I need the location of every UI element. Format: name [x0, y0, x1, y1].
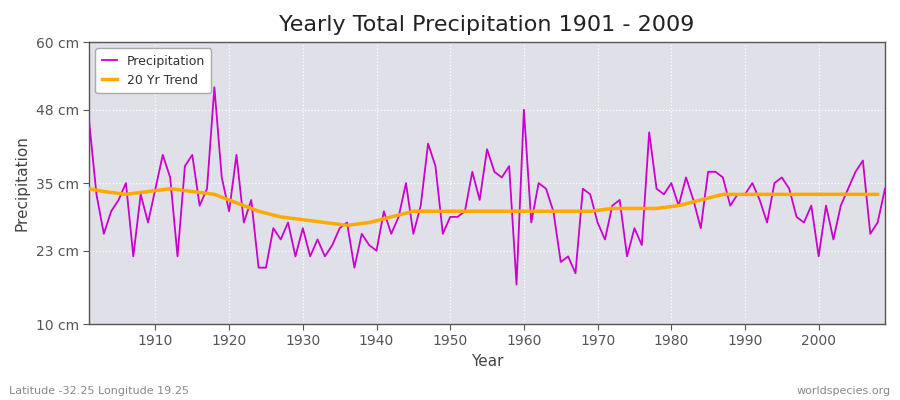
20 Yr Trend: [253, 209, 264, 214]
20 Yr Trend: [474, 209, 485, 214]
Precipitation: [312, 237, 323, 242]
20 Yr Trend: [452, 209, 463, 214]
Precipitation: [143, 220, 154, 225]
Y-axis label: Precipitation: Precipitation: [15, 135, 30, 231]
20 Yr Trend: [187, 189, 198, 194]
20 Yr Trend: [761, 192, 772, 197]
20 Yr Trend: [231, 200, 242, 205]
Text: worldspecies.org: worldspecies.org: [796, 386, 891, 396]
Precipitation: [622, 254, 633, 259]
20 Yr Trend: [342, 223, 353, 228]
20 Yr Trend: [364, 220, 374, 225]
20 Yr Trend: [98, 189, 109, 194]
X-axis label: Year: Year: [471, 354, 503, 369]
Line: Precipitation: Precipitation: [89, 87, 885, 284]
20 Yr Trend: [673, 203, 684, 208]
Precipitation: [209, 85, 220, 90]
20 Yr Trend: [784, 192, 795, 197]
20 Yr Trend: [297, 217, 308, 222]
20 Yr Trend: [84, 186, 94, 191]
20 Yr Trend: [828, 192, 839, 197]
20 Yr Trend: [806, 192, 816, 197]
20 Yr Trend: [740, 192, 751, 197]
20 Yr Trend: [121, 192, 131, 197]
20 Yr Trend: [651, 206, 661, 211]
20 Yr Trend: [562, 209, 573, 214]
Precipitation: [511, 282, 522, 287]
20 Yr Trend: [629, 206, 640, 211]
20 Yr Trend: [430, 209, 441, 214]
20 Yr Trend: [275, 214, 286, 219]
20 Yr Trend: [717, 192, 728, 197]
Legend: Precipitation, 20 Yr Trend: Precipitation, 20 Yr Trend: [95, 48, 212, 93]
20 Yr Trend: [607, 206, 617, 211]
Title: Yearly Total Precipitation 1901 - 2009: Yearly Total Precipitation 1901 - 2009: [279, 15, 695, 35]
20 Yr Trend: [386, 214, 397, 219]
Precipitation: [356, 232, 367, 236]
Text: Latitude -32.25 Longitude 19.25: Latitude -32.25 Longitude 19.25: [9, 386, 189, 396]
20 Yr Trend: [585, 209, 596, 214]
Line: 20 Yr Trend: 20 Yr Trend: [89, 189, 878, 225]
20 Yr Trend: [143, 189, 154, 194]
20 Yr Trend: [518, 209, 529, 214]
20 Yr Trend: [872, 192, 883, 197]
20 Yr Trend: [165, 186, 176, 191]
20 Yr Trend: [696, 198, 706, 202]
Precipitation: [526, 220, 536, 225]
20 Yr Trend: [320, 220, 330, 225]
20 Yr Trend: [209, 192, 220, 197]
Precipitation: [533, 181, 544, 186]
Precipitation: [879, 186, 890, 191]
Precipitation: [84, 119, 94, 124]
20 Yr Trend: [850, 192, 861, 197]
20 Yr Trend: [497, 209, 508, 214]
20 Yr Trend: [541, 209, 552, 214]
20 Yr Trend: [408, 209, 418, 214]
